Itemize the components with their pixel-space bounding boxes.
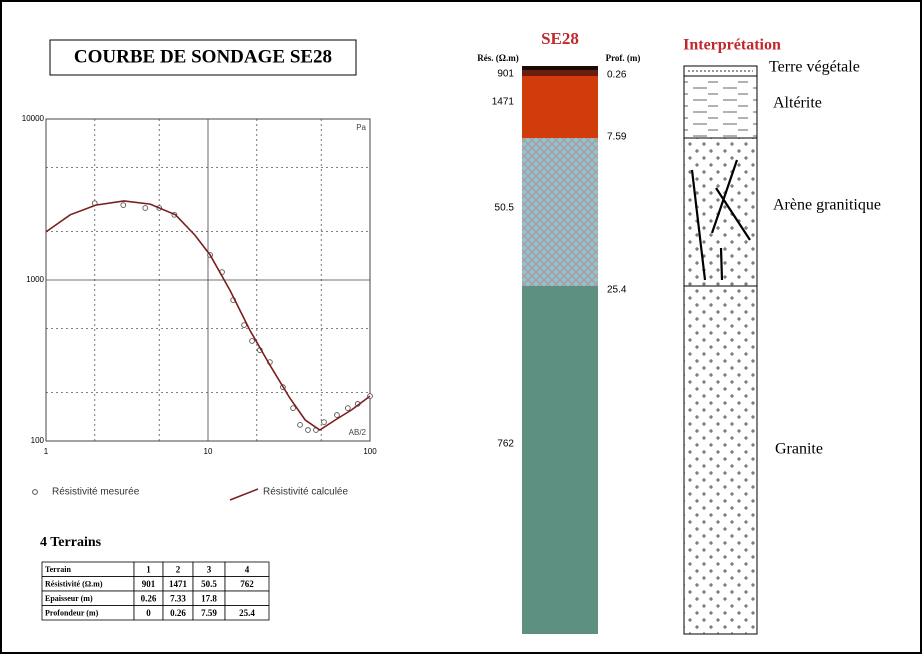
data-point: [321, 419, 327, 425]
plot-frame: [45, 118, 371, 442]
y-tick-label: 1000: [26, 275, 44, 284]
table-text: Epaisseur (m): [45, 594, 93, 603]
layer: [522, 76, 598, 138]
depth-value: 7.59: [607, 132, 627, 143]
table: Terrain 1 2 3 4 Résistivité (Ω.m) 901 1471 50.5 7…: [41, 561, 270, 621]
x-axis-label: AB/2: [349, 428, 367, 437]
table-text: 1: [146, 564, 151, 574]
table-text: 2: [176, 564, 181, 574]
data-point: [142, 205, 149, 211]
layer: [522, 138, 598, 286]
res-value: 762: [497, 439, 514, 450]
data-point: [249, 338, 255, 344]
layer-label: Altérite: [773, 95, 822, 112]
layer-pattern: [690, 159, 751, 281]
legend-marker: [32, 489, 38, 495]
y-axis-label: Pa: [356, 123, 366, 132]
legend-marker: [229, 488, 259, 501]
data-line: [45, 200, 371, 431]
x-tick-label: 1: [44, 447, 49, 456]
data-point: [290, 405, 296, 411]
table-text: 1471: [169, 579, 188, 589]
layer-label: Granite: [775, 441, 823, 458]
res-value: 1471: [492, 97, 515, 108]
res-label: Rés. (Ω.m): [477, 53, 518, 63]
interp-title: Interprétation: [683, 37, 781, 54]
table-text: 901: [142, 579, 156, 589]
table-text: 762: [240, 579, 254, 589]
column-labels: 901 1471 50.5 762 0.26 7.59 25.4: [492, 69, 627, 450]
table-cell: [224, 590, 270, 606]
table-cell: [224, 605, 270, 621]
res-value: 50.5: [495, 203, 515, 214]
interp-labels: Terre végétale Altérite Arène granitique…: [769, 59, 881, 458]
layer: [683, 285, 758, 635]
table-text: Profondeur (m): [45, 609, 99, 618]
data-point: [345, 405, 351, 411]
table-text: 4: [245, 564, 250, 574]
table-text: Terrain: [45, 565, 71, 574]
data-point: [120, 202, 127, 208]
table-text: Résistivité (Ω.m): [45, 580, 103, 589]
legend-label: Résistivité mesurée: [52, 487, 140, 498]
table-text: 3: [207, 564, 212, 574]
layer: [683, 75, 758, 139]
layer: [522, 286, 598, 634]
x-tick-label: 100: [363, 447, 377, 456]
table-text: 0.26: [141, 593, 157, 603]
layer: [522, 66, 598, 70]
res-value: 901: [497, 69, 514, 80]
table-text: 50.5: [201, 579, 217, 589]
table-title: 4 Terrains: [40, 535, 102, 550]
table-text: 17.8: [201, 593, 217, 603]
depth-label: Prof. (m): [606, 53, 641, 63]
data-point: [334, 412, 340, 418]
layer: [522, 70, 598, 76]
legend-label: Résistivité calculée: [263, 487, 348, 498]
table-text: 7.33: [170, 593, 186, 603]
depth-value: 25.4: [607, 285, 627, 296]
y-tick-label: 10000: [22, 114, 45, 123]
layer-label: Terre végétale: [769, 59, 860, 76]
table-text: 0.26: [170, 608, 186, 618]
table-text: 7.59: [201, 608, 217, 618]
title-box: [49, 39, 357, 76]
layer-label: Arène granitique: [773, 197, 881, 214]
data-point: [305, 427, 311, 433]
column-title: SE28: [541, 29, 579, 48]
plot: 1 10 100 100 1000 10000 Pa AB/2 Résistivité mesu…: [22, 114, 377, 501]
chart-title: COURBE DE SONDAGE SE28: [74, 46, 332, 67]
depth-value: 0.26: [607, 70, 627, 81]
data-point: [297, 421, 303, 428]
x-tick-label: 10: [204, 447, 213, 456]
table-text: 0: [146, 608, 151, 618]
y-tick-label: 100: [31, 436, 45, 445]
table-text: 25.4: [239, 608, 255, 618]
